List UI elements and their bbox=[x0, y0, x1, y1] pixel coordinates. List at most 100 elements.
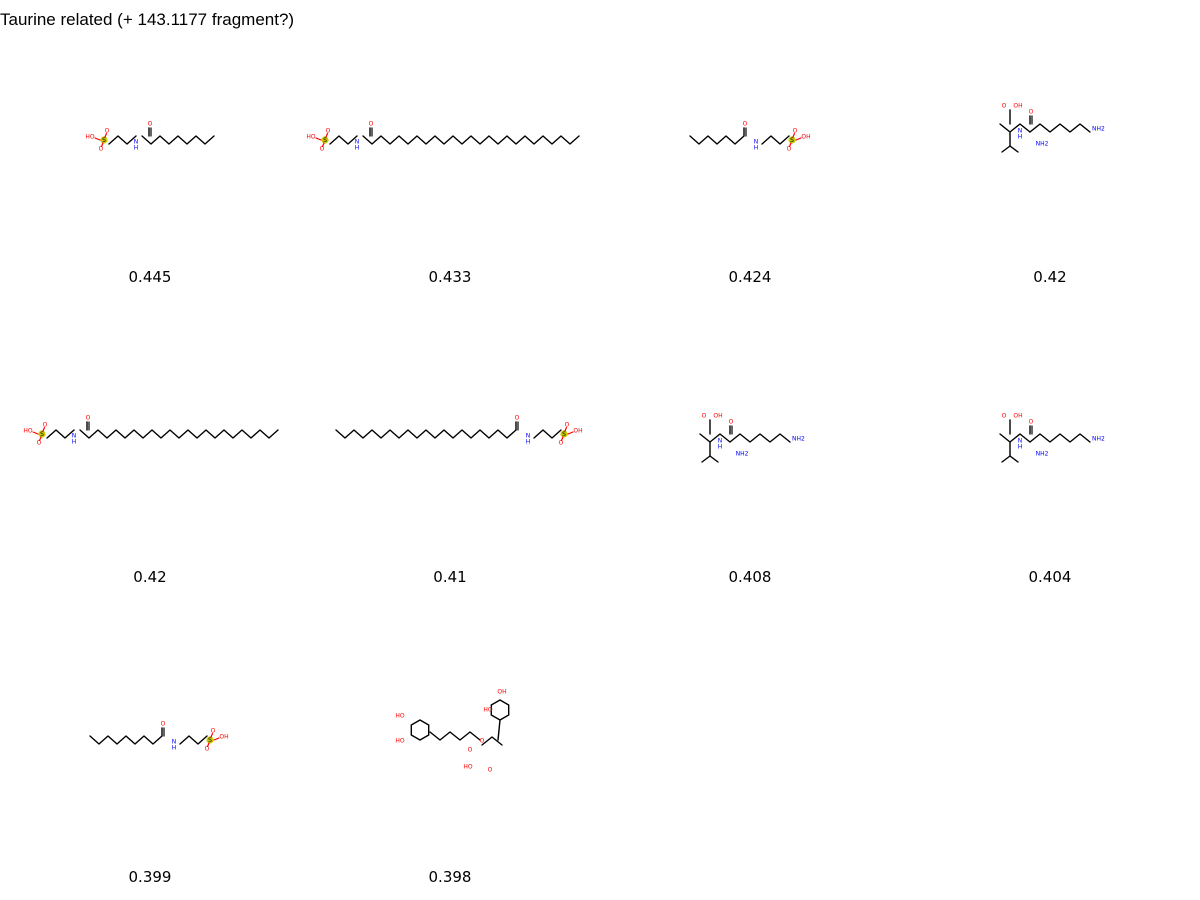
bond-sulfur-hydroxyl bbox=[795, 137, 802, 141]
bond-double-oxygen bbox=[788, 142, 792, 148]
similarity-score: 0.433 bbox=[428, 268, 472, 286]
sulfur-atom bbox=[100, 136, 108, 144]
oxygen-label: O bbox=[205, 746, 210, 753]
bond-side-chain bbox=[1001, 455, 1011, 463]
hydroxyl-label: HO bbox=[395, 738, 405, 745]
similarity-score: 0.398 bbox=[428, 868, 472, 886]
carbon-chain bbox=[689, 135, 745, 145]
sulfur-atom bbox=[321, 136, 329, 144]
carbon-chain bbox=[179, 735, 208, 745]
hydroxyl-label: HO bbox=[463, 764, 473, 771]
nitrogen-label: N bbox=[718, 438, 723, 445]
amine-label: NH2 bbox=[1036, 141, 1049, 148]
oxygen-label: O bbox=[320, 146, 325, 153]
bond-double-oxygen bbox=[325, 132, 329, 138]
carbon-chain bbox=[533, 429, 562, 439]
bond-double-oxygen bbox=[564, 426, 568, 432]
sulfur-atom bbox=[788, 136, 796, 144]
molecule-structure-4: O OH NH O NH2 NH2 bbox=[999, 103, 1105, 153]
oxygen-label: O bbox=[369, 121, 374, 128]
molecule-cell-2: S O O HO N H O 0.433 bbox=[300, 0, 600, 300]
bond-double-oxygen bbox=[206, 742, 210, 748]
amine-hydrogen-label: H bbox=[754, 145, 759, 152]
molecule-cell-5: S O O HO N H O 0.42 bbox=[0, 300, 300, 600]
carbon-chain bbox=[699, 433, 731, 443]
bond-double-oxygen bbox=[42, 426, 46, 432]
molecule-cell-4: O OH N H O NH2 NH2 0.42 bbox=[900, 0, 1200, 300]
oxygen-label: O bbox=[1002, 103, 1007, 110]
bond-double-oxygen bbox=[792, 132, 796, 138]
nitrogen-label: N bbox=[526, 433, 531, 440]
carbon-chain bbox=[429, 731, 481, 741]
sulfur-atom bbox=[560, 430, 568, 438]
oxygen-label: O bbox=[1029, 419, 1034, 426]
amine-hydrogen-label: H bbox=[1018, 134, 1023, 141]
oxygen-label: O bbox=[488, 767, 493, 774]
nitrogen-label: N bbox=[355, 139, 360, 146]
bond-benzylic bbox=[497, 719, 501, 741]
similarity-score: 0.42 bbox=[1033, 268, 1067, 286]
benzene-ring bbox=[410, 719, 430, 741]
hydroxyl-label: OH bbox=[1013, 413, 1022, 420]
sulfur-atom bbox=[38, 430, 46, 438]
hydroxyl-label: HO bbox=[85, 134, 95, 141]
hydroxyl-label: HO bbox=[483, 707, 493, 714]
carbon-chain bbox=[79, 429, 279, 439]
amine-label: NH2 bbox=[736, 451, 749, 458]
hydroxyl-label: OH bbox=[1013, 103, 1022, 110]
sulfur-label: S bbox=[102, 137, 106, 144]
molecule-cell-7: O OH N H O NH2 NH2 0.408 bbox=[600, 300, 900, 600]
oxygen-label: O bbox=[161, 721, 166, 728]
molecule-structure-8: O OH NH O NH2 NH2 bbox=[999, 413, 1105, 463]
nitrogen-label: N bbox=[754, 139, 759, 146]
bond-side-chain bbox=[1009, 455, 1019, 463]
oxygen-label: O bbox=[37, 440, 42, 447]
oxygen-label: O bbox=[99, 146, 104, 153]
molecule-cell-1: S O O HO N H O 0.445 bbox=[0, 0, 300, 300]
nitrogen-label: N bbox=[172, 739, 177, 746]
amine-label: NH2 bbox=[1036, 451, 1049, 458]
bond-side-chain bbox=[701, 455, 711, 463]
sulfur-label: S bbox=[40, 431, 44, 438]
carbon-chain bbox=[1029, 433, 1091, 443]
nitrogen-label: N bbox=[72, 433, 77, 440]
sulfur-label: S bbox=[562, 431, 566, 438]
carbon-chain bbox=[108, 135, 137, 145]
hydroxyl-label: HO bbox=[306, 134, 316, 141]
bond-sulfur-hydroxyl bbox=[213, 737, 220, 741]
nitrogen-label: N bbox=[1018, 438, 1023, 445]
hydroxyl-label: HO bbox=[23, 428, 33, 435]
amine-hydrogen-label: H bbox=[1018, 444, 1023, 451]
carbon-chain bbox=[362, 135, 580, 145]
hydroxyl-label: OH bbox=[713, 413, 722, 420]
similarity-score: 0.408 bbox=[728, 568, 772, 586]
bond-sulfur-hydroxyl bbox=[94, 137, 101, 141]
hydroxyl-label: OH bbox=[219, 734, 228, 741]
carbon-chain bbox=[481, 736, 503, 746]
carbon-chain bbox=[999, 123, 1031, 133]
amine-label: NH2 bbox=[1092, 126, 1105, 133]
carbon-chain bbox=[335, 429, 517, 439]
carbon-chain bbox=[46, 429, 75, 439]
bond-double-oxygen bbox=[100, 142, 104, 148]
oxygen-label: O bbox=[793, 128, 798, 135]
hydroxyl-label: OH bbox=[573, 428, 582, 435]
oxygen-label: O bbox=[105, 128, 110, 135]
bond-side-chain bbox=[1009, 145, 1019, 153]
hydroxyl-label: OH bbox=[497, 689, 506, 696]
molecule-cell-6: O N H S O O OH 0.41 bbox=[300, 300, 600, 600]
molecule-structure-7: O OH NH O NH2 NH2 bbox=[699, 413, 805, 463]
oxygen-label: O bbox=[86, 415, 91, 422]
molecule-cell-9: O N H S O O OH 0.399 bbox=[0, 600, 300, 900]
bond-side-chain bbox=[1001, 145, 1011, 153]
bond-double-oxygen bbox=[560, 436, 564, 442]
oxygen-label: O bbox=[743, 121, 748, 128]
oxygen-label: O bbox=[326, 128, 331, 135]
bond-double-oxygen bbox=[104, 132, 108, 138]
oxygen-label: O bbox=[515, 415, 520, 422]
bond-sulfur-hydroxyl bbox=[315, 137, 322, 141]
oxygen-label: O bbox=[480, 738, 485, 745]
